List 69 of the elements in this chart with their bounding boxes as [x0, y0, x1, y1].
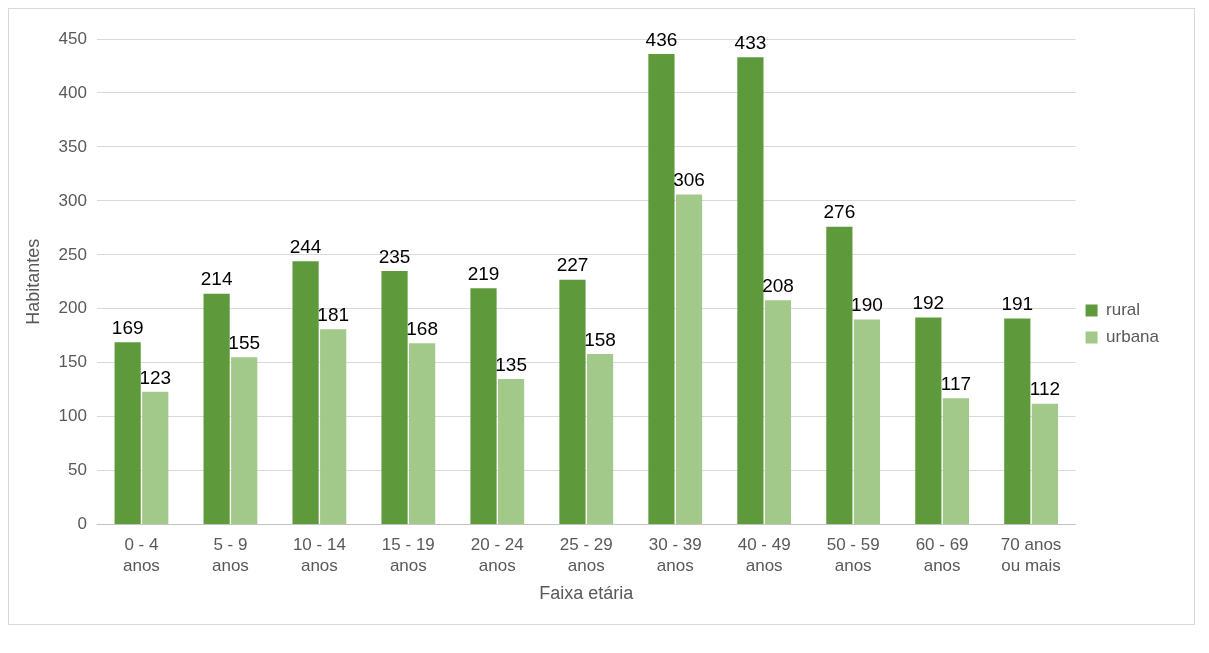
x-tick-label: 30 - 39 anos [648, 535, 702, 575]
data-label: 135 [495, 353, 527, 375]
data-label: 219 [467, 263, 500, 285]
data-label: 158 [584, 328, 616, 350]
y-tick-label: 350 [58, 136, 87, 156]
y-tick-label: 100 [58, 406, 87, 426]
data-label: 190 [851, 294, 883, 316]
x-tick-label: 20 - 24 anos [470, 535, 524, 575]
y-tick-label: 0 [77, 514, 87, 534]
bar [586, 354, 614, 525]
x-tick-label: 25 - 29 anos [559, 535, 613, 575]
data-label: 436 [645, 28, 678, 50]
y-tick-label: 50 [68, 460, 87, 480]
y-tick-label: 300 [58, 190, 87, 210]
data-label: 155 [228, 332, 261, 354]
bar [320, 329, 347, 525]
data-label: 433 [734, 32, 767, 54]
data-label: 168 [406, 318, 438, 340]
bar [409, 343, 436, 525]
data-label: 123 [139, 366, 172, 388]
data-label: 306 [673, 169, 705, 191]
data-label: 181 [317, 304, 350, 326]
bar [648, 54, 675, 525]
bar [853, 319, 881, 525]
bar [826, 226, 853, 525]
y-tick-label: 150 [58, 352, 87, 372]
data-label: 208 [762, 274, 794, 296]
y-axis-title: Habitantes [22, 238, 43, 325]
bar [737, 57, 764, 525]
bar [915, 317, 942, 525]
bar [559, 279, 586, 525]
data-label: 244 [289, 236, 322, 258]
y-tick-label: 250 [58, 244, 87, 264]
bar [470, 288, 497, 525]
bar [1031, 403, 1058, 525]
data-label: 192 [912, 292, 945, 314]
x-tick-label: 0 - 4 anos [123, 535, 160, 575]
data-label: 235 [378, 245, 411, 267]
x-tick-label: 70 anos ou mais [1000, 535, 1062, 575]
x-tick-label: 60 - 69 anos [915, 535, 969, 575]
bar [497, 378, 525, 525]
y-tick-label: 200 [58, 298, 87, 318]
x-axis-title: Faixa etária [539, 583, 635, 604]
bar [114, 342, 141, 525]
data-label: 227 [556, 254, 589, 276]
x-tick-label: 40 - 49 anos [737, 535, 791, 575]
data-label: 191 [1001, 293, 1034, 315]
bar [381, 271, 408, 525]
bar [675, 194, 703, 525]
legend-label: rural [1106, 300, 1141, 320]
bar [942, 398, 970, 525]
data-label: 169 [111, 316, 144, 338]
bar [203, 293, 230, 525]
y-tick-label: 450 [58, 28, 87, 48]
data-label: 276 [823, 201, 856, 223]
x-tick-label: 5 - 9 anos [211, 535, 249, 575]
data-label: 112 [1029, 378, 1061, 400]
data-label: 214 [200, 268, 233, 290]
x-tick-label: 50 - 59 anos [826, 535, 880, 575]
bar [1004, 318, 1031, 525]
bar [292, 261, 319, 525]
data-label: 117 [940, 373, 972, 395]
bar [142, 391, 169, 525]
y-tick-label: 400 [58, 82, 87, 102]
x-tick-label: 15 - 19 anos [381, 535, 435, 575]
bar [231, 357, 258, 525]
bar [764, 300, 792, 525]
x-tick-label: 10 - 14 anos [292, 535, 346, 575]
legend-label: urbana [1106, 327, 1160, 347]
